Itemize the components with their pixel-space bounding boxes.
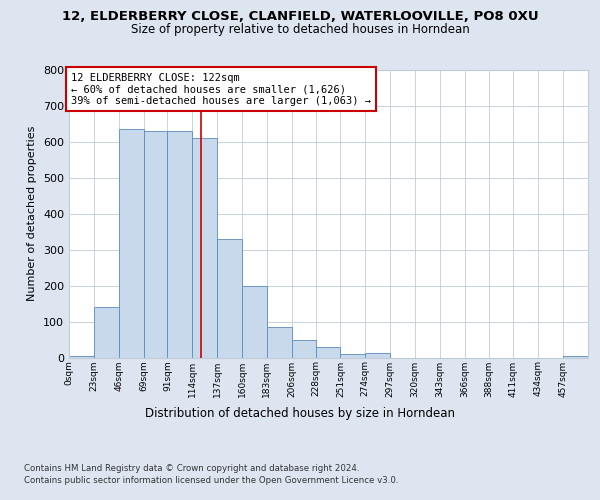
Bar <box>267 327 292 358</box>
Bar <box>119 130 143 358</box>
Bar <box>316 348 340 358</box>
Bar <box>292 340 316 357</box>
Bar <box>242 286 267 358</box>
Bar <box>217 239 242 358</box>
Y-axis label: Number of detached properties: Number of detached properties <box>28 126 37 302</box>
Text: 12 ELDERBERRY CLOSE: 122sqm
← 60% of detached houses are smaller (1,626)
39% of : 12 ELDERBERRY CLOSE: 122sqm ← 60% of det… <box>71 72 371 106</box>
Bar <box>143 131 167 358</box>
Bar <box>167 131 192 358</box>
Text: Distribution of detached houses by size in Horndean: Distribution of detached houses by size … <box>145 408 455 420</box>
Bar <box>192 138 217 358</box>
Text: Contains HM Land Registry data © Crown copyright and database right 2024.: Contains HM Land Registry data © Crown c… <box>24 464 359 473</box>
Text: Size of property relative to detached houses in Horndean: Size of property relative to detached ho… <box>131 22 469 36</box>
Text: 12, ELDERBERRY CLOSE, CLANFIELD, WATERLOOVILLE, PO8 0XU: 12, ELDERBERRY CLOSE, CLANFIELD, WATERLO… <box>62 10 538 23</box>
Bar <box>563 356 588 358</box>
Bar <box>340 354 365 358</box>
Bar <box>94 307 119 358</box>
Text: Contains public sector information licensed under the Open Government Licence v3: Contains public sector information licen… <box>24 476 398 485</box>
Bar <box>69 356 94 358</box>
Bar <box>365 353 390 358</box>
